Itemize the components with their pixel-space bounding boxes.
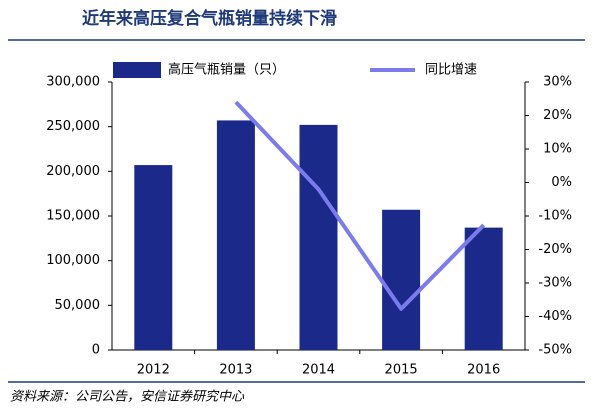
bar [134, 165, 173, 350]
y2-tick-label: 20% [543, 108, 572, 123]
x-tick-label: 2013 [219, 363, 252, 378]
y-tick-label: 250,000 [46, 119, 100, 134]
x-tick-label: 2012 [137, 363, 170, 378]
x-tick-label: 2016 [467, 363, 500, 378]
y-tick-label: 300,000 [46, 75, 100, 90]
y-tick-label: 150,000 [46, 209, 100, 224]
y2-tick-label: -40% [538, 309, 572, 324]
legend-swatch [113, 62, 161, 78]
x-tick-label: 2014 [302, 363, 335, 378]
y2-tick-label: -10% [538, 209, 572, 224]
y2-tick-label: 10% [543, 142, 572, 157]
bar [299, 124, 338, 350]
y2-tick-label: -20% [538, 242, 572, 257]
source: 资料来源：公司公告，安信证券研究中心 [10, 389, 245, 405]
y2-tick-label: 0% [551, 175, 572, 190]
y-tick-label: 100,000 [46, 253, 100, 268]
growth-line [234, 100, 486, 311]
bar [382, 209, 421, 350]
y2-tick-label: -50% [538, 343, 572, 358]
y-tick-label: 200,000 [46, 164, 100, 179]
y2-tick-label: -30% [538, 276, 572, 291]
y-tick-label: 0 [92, 343, 100, 358]
y2-tick-label: 30% [543, 75, 572, 90]
y-tick-label: 50,000 [55, 298, 101, 313]
chart-title: 近年来高压复合气瓶销量持续下滑 [82, 8, 337, 29]
bar [216, 120, 255, 350]
legend-label: 同比增速 [425, 63, 477, 78]
bar [464, 227, 503, 350]
x-tick-label: 2015 [385, 363, 418, 378]
legend-label: 高压气瓶销量（只） [168, 62, 285, 78]
